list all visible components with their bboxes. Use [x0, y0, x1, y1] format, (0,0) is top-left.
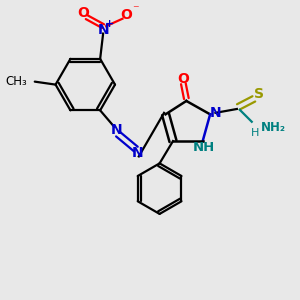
- Text: N: N: [131, 146, 143, 161]
- Text: NH: NH: [193, 141, 215, 154]
- Text: N: N: [97, 23, 109, 37]
- Text: N: N: [210, 106, 221, 120]
- Text: H: H: [250, 128, 259, 138]
- Text: S: S: [254, 86, 264, 100]
- Text: O: O: [177, 72, 189, 86]
- Text: NH₂: NH₂: [261, 121, 286, 134]
- Text: ⁻: ⁻: [133, 3, 139, 16]
- Text: N: N: [111, 123, 122, 137]
- Text: O: O: [77, 6, 89, 20]
- Text: +: +: [105, 19, 114, 29]
- Text: CH₃: CH₃: [6, 75, 27, 88]
- Text: O: O: [120, 8, 132, 22]
